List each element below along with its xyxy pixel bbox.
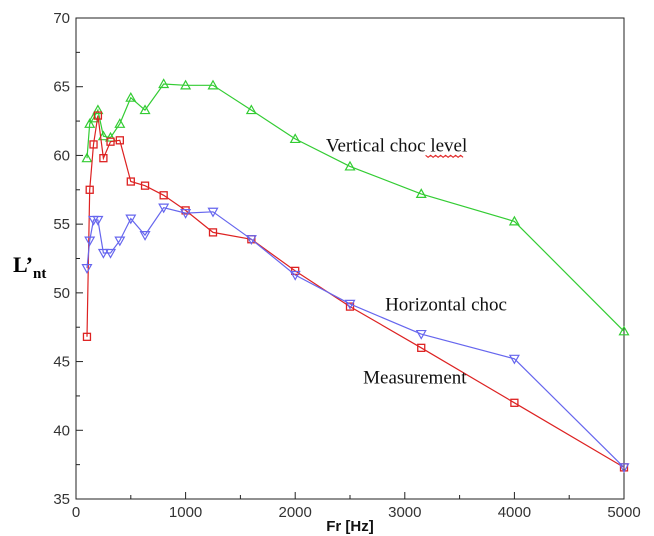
data-point bbox=[158, 78, 170, 89]
data-point bbox=[125, 91, 137, 102]
data-point bbox=[97, 248, 109, 259]
data-point bbox=[115, 136, 124, 145]
data-point bbox=[510, 398, 519, 407]
data-point bbox=[92, 104, 104, 115]
series-layer bbox=[81, 78, 630, 474]
y-axis-title: L’nt bbox=[13, 252, 46, 282]
data-point bbox=[84, 118, 96, 128]
data-point bbox=[106, 137, 115, 146]
y-tick-label: 55 bbox=[53, 216, 70, 233]
data-point bbox=[139, 104, 151, 115]
data-point bbox=[207, 207, 219, 218]
data-point bbox=[139, 231, 151, 241]
data-point bbox=[84, 236, 96, 247]
data-point bbox=[140, 181, 150, 190]
y-tick-label: 50 bbox=[53, 285, 70, 302]
data-point bbox=[97, 130, 109, 141]
x-tick-label: 2000 bbox=[279, 504, 312, 521]
plot-frame bbox=[75, 17, 625, 500]
y-tick-label: 60 bbox=[53, 147, 70, 164]
annotation-horizontal-choc: Horizontal choc bbox=[385, 295, 507, 316]
y-tick-label: 35 bbox=[53, 491, 70, 508]
data-point bbox=[104, 248, 117, 259]
y-axis-title-subscript: nt bbox=[33, 266, 46, 282]
annotation-measurement: Measurement bbox=[363, 368, 467, 389]
data-point bbox=[508, 354, 520, 365]
data-point bbox=[81, 264, 93, 274]
data-point bbox=[93, 111, 103, 120]
data-point bbox=[415, 329, 427, 340]
x-tick-label: 4000 bbox=[498, 504, 531, 521]
data-point bbox=[114, 236, 126, 247]
data-point bbox=[618, 325, 630, 336]
data-point bbox=[245, 104, 257, 115]
y-tick-label: 70 bbox=[53, 10, 70, 27]
series-line bbox=[86, 83, 625, 332]
data-point bbox=[618, 463, 630, 474]
data-point bbox=[344, 160, 356, 171]
spellcheck-underline bbox=[425, 154, 464, 158]
y-tick-label: 65 bbox=[53, 79, 70, 96]
data-point bbox=[104, 131, 117, 142]
x-axis-title: Fr [Hz] bbox=[326, 518, 374, 535]
data-point bbox=[126, 177, 135, 186]
data-point bbox=[180, 79, 192, 90]
annotation-layer: Vertical choc level Horizontal choc Measur… bbox=[326, 135, 507, 388]
data-point bbox=[88, 112, 100, 123]
data-point bbox=[345, 302, 355, 311]
axis-ticks: 0 1000 2000 3000 4000 5000 35 40 45 50 55 60 65 70 bbox=[53, 10, 640, 521]
data-point bbox=[415, 188, 427, 199]
series-vertical-choc-level bbox=[81, 78, 630, 336]
x-tick-label: 1000 bbox=[169, 504, 202, 521]
data-point bbox=[81, 152, 93, 163]
y-tick-label: 40 bbox=[53, 422, 70, 439]
data-point bbox=[344, 299, 356, 310]
data-point bbox=[114, 118, 126, 128]
series-horizontal-choc bbox=[81, 203, 630, 474]
data-point bbox=[89, 140, 98, 149]
data-point bbox=[508, 215, 520, 226]
data-point bbox=[289, 133, 301, 144]
data-point bbox=[417, 343, 426, 352]
data-point bbox=[85, 185, 94, 194]
data-point bbox=[125, 214, 137, 225]
series-measurement bbox=[82, 111, 629, 472]
data-point bbox=[82, 332, 92, 341]
data-point bbox=[92, 215, 104, 226]
data-point bbox=[159, 191, 168, 200]
data-point bbox=[289, 270, 301, 281]
data-point bbox=[180, 209, 192, 219]
data-point bbox=[99, 154, 108, 163]
data-point bbox=[208, 228, 218, 237]
x-tick-label: 3000 bbox=[388, 504, 421, 521]
series-line bbox=[86, 115, 625, 468]
annotation-vertical-choc-level: Vertical choc level bbox=[326, 135, 467, 156]
y-tick-label: 45 bbox=[53, 354, 70, 371]
x-tick-label: 0 bbox=[72, 504, 80, 521]
series-line bbox=[86, 207, 625, 468]
data-point bbox=[245, 235, 257, 245]
data-point bbox=[158, 203, 170, 214]
x-tick-label: 5000 bbox=[607, 504, 640, 521]
y-axis-title-main: L’ bbox=[13, 252, 33, 277]
data-point bbox=[207, 79, 219, 90]
